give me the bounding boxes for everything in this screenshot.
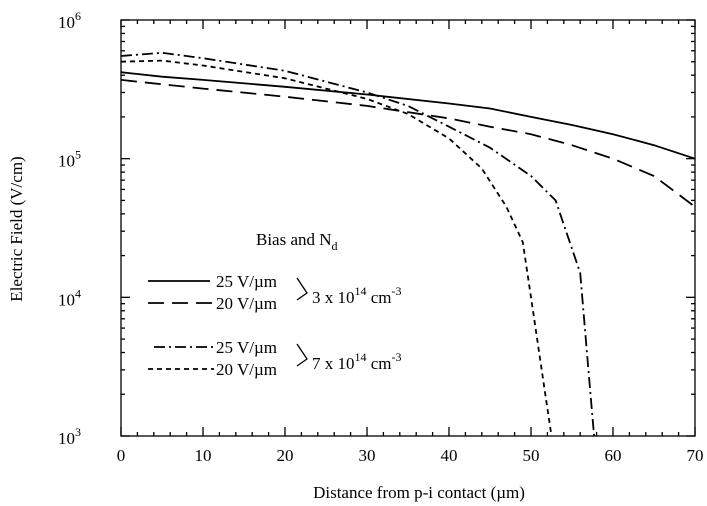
legend-bracket-0: [296, 277, 308, 301]
x-tick-label: 0: [117, 446, 126, 465]
y-tick-label: 103: [58, 425, 81, 448]
series-layer: [121, 51, 695, 436]
legend-bracket-1: [296, 343, 308, 367]
series-line-2: [121, 51, 595, 436]
legend: Bias and Nd 25 V/µm 20 V/µm 25 V/µm 20 V/µm…: [148, 230, 402, 379]
plot-frame: [120, 19, 696, 437]
y-axis-title: Electric Field (V/cm): [7, 156, 26, 301]
legend-label-1: 20 V/µm: [216, 294, 277, 313]
series-line-0: [121, 71, 695, 160]
y-tick-label: 106: [58, 9, 81, 32]
legend-title-main: Bias and N: [256, 230, 332, 249]
x-axis-title: Distance from p-i contact (µm): [313, 483, 525, 502]
legend-label-0: 25 V/µm: [216, 272, 277, 291]
x-tick-label: 50: [523, 446, 540, 465]
y-tick-label: 105: [58, 148, 81, 171]
legend-group-label-0: 3 x 1014 cm-3: [312, 284, 402, 307]
x-tick-label: 10: [195, 446, 212, 465]
plot-border: [120, 19, 696, 437]
legend-label-2: 25 V/µm: [216, 338, 277, 357]
x-tick-label: 60: [605, 446, 622, 465]
legend-title-sub: d: [332, 239, 338, 253]
tick-labels: 0 10 20 30 40 50 60 70 103 104 105 106: [58, 9, 704, 465]
y-tick-label: 104: [58, 286, 81, 309]
axis-ticks: [120, 19, 696, 437]
series-line-1: [121, 79, 695, 208]
x-tick-label: 20: [277, 446, 294, 465]
legend-title: Bias and Nd: [256, 230, 338, 253]
legend-entries: 25 V/µm 20 V/µm 25 V/µm 20 V/µm 3 x 1014 cm-…: [148, 272, 402, 379]
series-line-3: [121, 59, 553, 436]
legend-label-3: 20 V/µm: [216, 360, 277, 379]
legend-group-label-1: 7 x 1014 cm-3: [312, 350, 402, 373]
x-tick-label: 40: [441, 446, 458, 465]
x-tick-label: 70: [687, 446, 704, 465]
x-tick-label: 30: [359, 446, 376, 465]
